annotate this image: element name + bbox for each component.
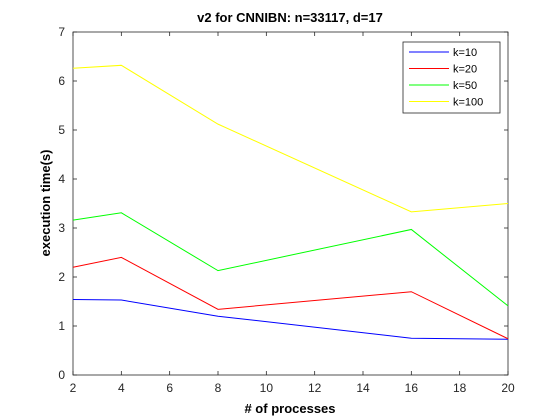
y-axis-title: execution time(s): [38, 150, 53, 257]
y-tick-label: 1: [58, 319, 65, 333]
x-tick-label: 10: [260, 381, 274, 395]
series-line-k-20: [72, 256, 509, 340]
legend-label: k=50: [453, 80, 477, 92]
y-tick-label: 4: [58, 172, 65, 186]
x-tick-label: 20: [501, 381, 515, 395]
series-line-k-50: [72, 212, 509, 307]
y-tick-label: 0: [58, 368, 65, 382]
x-tick-label: 12: [308, 381, 322, 395]
x-tick-label: 8: [215, 381, 222, 395]
x-tick-label: 14: [356, 381, 370, 395]
x-tick-label: 16: [405, 381, 419, 395]
legend: k=10 k=20 k=50 k=100: [402, 41, 501, 114]
y-tick-label: 5: [58, 123, 65, 137]
y-tick-label: 3: [58, 221, 65, 235]
series-line-k-100: [72, 64, 509, 213]
chart-title: v2 for CNNIBN: n=33117, d=17: [197, 10, 383, 25]
x-tick-label: 18: [453, 381, 467, 395]
x-tick-label: 6: [166, 381, 173, 395]
legend-label: k=20: [453, 64, 477, 76]
x-axis-title: # of processes: [244, 401, 335, 416]
x-tick-label: 4: [118, 381, 125, 395]
series-line-k-10: [72, 299, 509, 340]
legend-label: k=100: [453, 97, 483, 109]
y-tick-label: 6: [58, 74, 65, 88]
x-tick-label: 2: [70, 381, 77, 395]
y-tick-label: 7: [58, 25, 65, 39]
legend-box: [402, 41, 501, 114]
series-lines: [72, 64, 509, 340]
y-tick-label: 2: [58, 270, 65, 284]
legend-label: k=10: [453, 47, 477, 59]
